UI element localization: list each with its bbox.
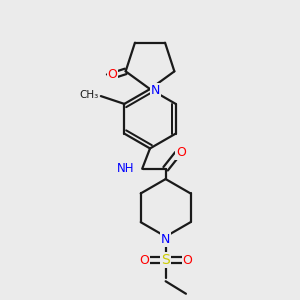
Text: CH₃: CH₃ <box>79 89 98 100</box>
Text: NH: NH <box>117 162 134 175</box>
Text: O: O <box>176 146 186 159</box>
Text: S: S <box>161 253 170 267</box>
Text: O: O <box>183 254 192 266</box>
Text: O: O <box>107 68 117 81</box>
Text: O: O <box>139 254 149 266</box>
Text: N: N <box>151 83 160 97</box>
Text: N: N <box>161 232 170 246</box>
